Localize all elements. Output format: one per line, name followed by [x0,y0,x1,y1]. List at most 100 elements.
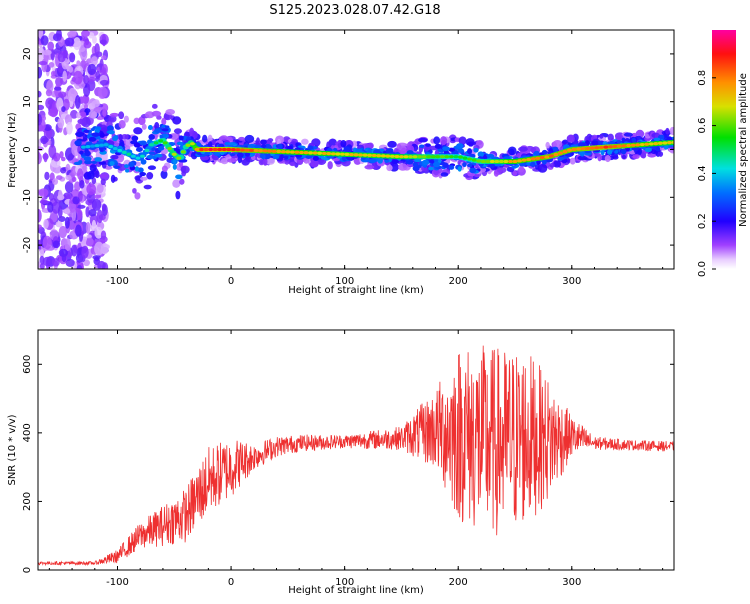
spectrogram-cell [655,146,661,152]
spectrogram-cell [310,159,319,168]
spectrogram-cell [109,112,120,118]
spectrogram-cell [541,149,548,155]
spectrogram-cell [141,123,147,130]
spectrogram-cell [58,225,68,239]
spectrogram-cell [426,155,432,159]
spectrogram-cell [458,136,467,145]
spectrogram-cell [453,155,459,159]
spectrogram-cell [64,181,74,193]
spectrogram-y-ticks: -20 -10 0 10 20 [22,48,674,253]
spectrogram-cell [69,109,79,119]
spectrogram-cell [76,204,86,209]
spectrogram-cell [238,136,246,142]
spectrogram-cell [353,153,359,157]
spectrogram-cell [435,155,441,159]
spectrogram-cell [439,155,445,159]
spectrogram-cell [76,112,82,119]
spectrogram-cell [489,163,496,169]
spectrogram-cell [90,56,98,66]
spectrogram-cell [157,145,165,151]
spectrogram-cell [101,55,107,61]
spectrogram-cell [108,145,114,149]
spectrogram-cell [135,147,143,153]
spectrogram-cell [244,148,250,152]
spectrogram-cell [83,40,92,49]
spectrogram-cell [190,142,195,146]
snr-x-tick-label: 100 [335,577,354,588]
spectrogram-cell [457,148,464,153]
spectrogram-cell [88,110,98,119]
spectrogram-cell [91,219,97,232]
spectrogram-cell [172,179,181,188]
spectrogram-cell [84,148,89,154]
spectrogram-cell [254,144,261,149]
spectrogram-cell [537,163,548,173]
spectrogram-cell [86,79,96,92]
spectrogram-cell [249,148,254,152]
spectrogram-cell [253,148,259,153]
colorbar-gradient [712,30,736,269]
spectrogram-cell [663,145,669,150]
spectrogram-cell [149,143,154,147]
colorbar-tick-label: 0.8 [697,70,708,86]
spectrogram-cell [50,48,55,61]
spectrogram-cell [160,170,168,179]
spectrogram-cell [85,206,90,218]
spectrogram-cell [38,146,44,152]
spectrogram-y-tick-label: -20 [22,237,33,253]
spectrogram-cell [521,158,527,162]
spectrogram-cell [576,147,581,151]
spectrogram-cell [199,147,204,152]
spectrogram-cell [192,131,198,139]
spectrogram-cell [65,174,72,181]
spectrogram-cell [88,32,95,39]
spectrogram-cell [64,216,70,229]
spectrogram-cell [541,159,547,165]
spectrogram-y-tick-label: 0 [22,146,33,152]
spectrogram-cell [440,172,449,177]
spectrogram-cell [95,71,101,80]
spectrogram-cell [343,146,351,152]
spectrogram-cell [408,155,413,159]
spectrogram-cell [60,167,67,174]
spectrogram-cell [327,161,333,170]
spectrogram-cell [79,150,84,155]
spectrogram-cell [67,87,78,102]
spectrogram-cell [154,153,163,158]
spectrogram-cell [259,153,264,158]
spectrogram-cell [632,154,640,160]
spectrogram-cell [126,152,132,156]
spectrogram-cell [97,86,108,98]
spectrogram-cell [133,117,140,125]
spectrogram-cell [112,135,118,142]
spectrogram-cell [604,155,611,163]
spectrogram-cell [594,152,601,157]
spectrogram-cell [212,147,218,152]
spectrogram-cell [442,146,451,151]
spectrogram-heatmap [38,30,674,269]
spectrogram-cell [230,147,236,152]
spectrogram-cell [38,66,43,79]
spectrogram-cell [412,155,418,159]
spectrogram-cell [285,150,291,154]
spectrogram-cell [280,150,286,154]
spectrogram-cell [95,170,100,179]
spectrogram-cell [536,159,541,166]
spectrogram-cell [94,226,103,239]
spectrogram-cell [52,240,61,249]
spectrogram-cell [616,139,622,144]
spectrogram-cell [94,144,100,148]
spectrogram-cell [58,62,63,74]
spectrogram-cell [162,133,167,137]
spectrogram-cell [385,154,391,158]
spectrogram-cell [83,74,90,85]
colorbar-tick-label: 0.2 [697,213,708,229]
spectrogram-cell [657,141,663,145]
spectrogram-cell [221,147,227,152]
spectrogram-cell [344,152,350,156]
colorbar-ticks: 0.0 0.2 0.4 0.6 0.8 [697,70,716,277]
spectrogram-cell [75,131,84,138]
spectrogram-cell [626,143,631,148]
spectrogram-cell [469,167,477,174]
